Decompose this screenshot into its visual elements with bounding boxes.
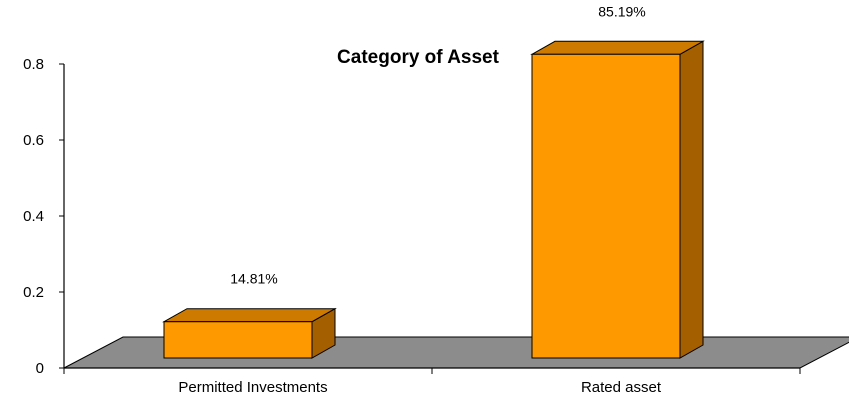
data-label: 85.19% [598, 3, 645, 19]
y-tick-label: 0.4 [23, 208, 44, 225]
y-tick-label: 0 [36, 360, 44, 377]
chart-title: Category of Asset [337, 47, 500, 68]
x-category-label: Rated asset [581, 379, 662, 396]
bar-top-1 [530, 40, 705, 55]
y-tick-label: 0.6 [23, 132, 44, 149]
data-label: 14.81% [230, 271, 277, 287]
x-category-label: Permitted Investments [178, 379, 327, 396]
y-tick-label: 0.2 [23, 284, 44, 301]
y-tick-label: 0.8 [23, 56, 44, 73]
bar-top-0 [162, 308, 337, 323]
bar-1 [531, 53, 681, 359]
bar-0 [163, 321, 313, 359]
bar-side-1 [679, 40, 704, 359]
